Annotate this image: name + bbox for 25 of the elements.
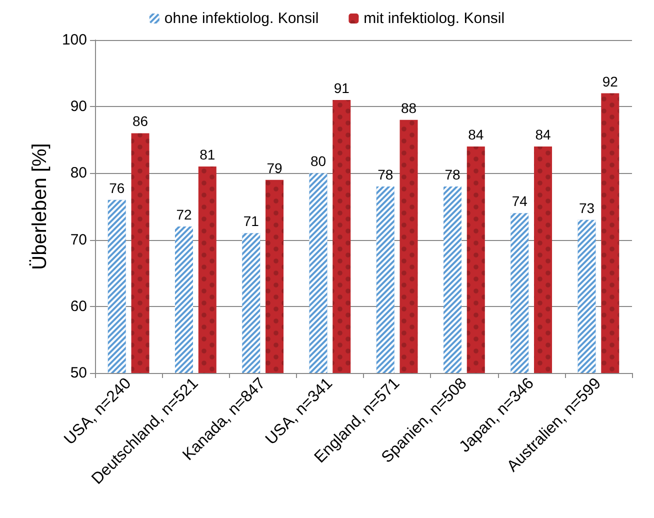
data-label: 84 <box>535 126 552 143</box>
data-label: 92 <box>602 73 618 90</box>
y-axis-title: Überleben [%] <box>29 143 51 270</box>
data-label: 88 <box>400 100 417 116</box>
data-label: 71 <box>243 213 260 230</box>
y-tick-label: 90 <box>70 98 87 116</box>
data-label: 79 <box>266 160 283 176</box>
y-tick-label: 80 <box>70 164 87 182</box>
data-label: 81 <box>200 146 216 163</box>
y-tick-label: 60 <box>70 298 87 315</box>
legend-label: ohne infektiolog. Konsil <box>164 10 319 27</box>
data-label: 84 <box>468 126 484 143</box>
data-label: 86 <box>132 113 148 130</box>
data-label: 78 <box>378 166 394 183</box>
y-tick-label: 70 <box>70 231 87 248</box>
data-label: 72 <box>176 206 192 222</box>
data-label: 78 <box>444 166 460 183</box>
data-label: 91 <box>334 80 350 96</box>
data-label: 80 <box>310 153 326 170</box>
legend-label: mit infektiolog. Konsil <box>364 10 505 27</box>
y-tick-label: 50 <box>70 364 87 382</box>
y-tick-label: 100 <box>62 32 87 48</box>
data-label: 76 <box>109 180 125 196</box>
data-label: 73 <box>578 200 595 216</box>
data-label: 74 <box>512 193 528 210</box>
